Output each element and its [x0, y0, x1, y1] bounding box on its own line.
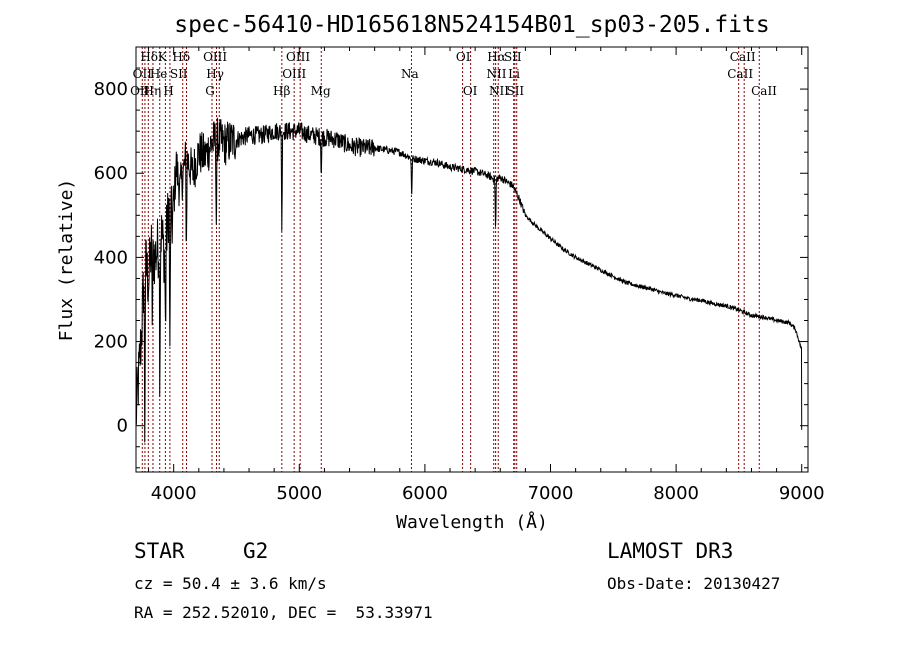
object-class: STAR: [134, 539, 185, 563]
line-label: OI: [456, 50, 471, 64]
line-label: OIII: [203, 50, 227, 64]
line-label: Hβ: [273, 84, 290, 98]
x-tick-label: 4000: [151, 483, 197, 504]
line-label: Hδ: [140, 50, 158, 64]
line-label: Mg: [311, 84, 331, 98]
line-label: G: [205, 84, 215, 98]
line-label: SII: [504, 50, 522, 64]
x-axis-label: Wavelength (Å): [396, 511, 548, 533]
y-axis-label: Flux (relative): [56, 179, 77, 342]
survey-name: LAMOST DR3: [607, 539, 734, 563]
line-label: OIII: [282, 67, 306, 81]
line-label: OI: [463, 84, 478, 98]
line-label: CaII: [751, 84, 777, 98]
x-axis-ticks: 4000 5000 6000 7000 8000 9000: [148, 47, 825, 504]
line-label: OII: [130, 84, 150, 98]
x-tick-label: 7000: [528, 483, 574, 504]
line-label: Hγ: [206, 67, 224, 81]
line-label: NII: [487, 67, 507, 81]
line-label: Li: [508, 67, 520, 81]
y-tick-label: 0: [117, 416, 128, 437]
x-tick-label: 6000: [402, 483, 448, 504]
y-tick-label: 800: [94, 79, 128, 100]
spectrum-line: [135, 117, 803, 443]
emission-line-markers: [141, 47, 760, 472]
redshift-readout: cz = 50.4 ± 3.6 km/s: [134, 574, 327, 593]
y-tick-label: 400: [94, 247, 128, 268]
x-tick-label: 5000: [276, 483, 322, 504]
observation-date: Obs-Date: 20130427: [607, 574, 781, 593]
line-label: Hα: [487, 50, 506, 64]
y-axis-ticks: 0 200 400 600 800: [94, 46, 808, 469]
line-label: OIII: [286, 50, 310, 64]
chart-title: spec-56410-HD165618N524154B01_sp03-205.f…: [174, 12, 769, 38]
line-label: SII: [506, 84, 524, 98]
y-tick-label: 200: [94, 332, 128, 353]
plot-frame: [135, 46, 809, 473]
y-tick-label: 600: [94, 163, 128, 184]
spectral-subclass: G2: [243, 539, 269, 563]
line-label: He: [150, 67, 168, 81]
line-label: CaII: [730, 50, 756, 64]
coordinates: RA = 252.52010, DEC = 53.33971: [134, 603, 433, 622]
line-label: Hη: [144, 84, 162, 98]
line-label: K: [158, 50, 168, 64]
x-tick-label: 8000: [653, 483, 699, 504]
line-label: SII: [170, 67, 188, 81]
line-label: NII: [489, 84, 509, 98]
line-label: Hδ: [172, 50, 190, 64]
line-label: Na: [401, 67, 419, 81]
line-label: CaII: [727, 67, 753, 81]
line-label: H: [163, 84, 173, 98]
x-tick-label: 9000: [779, 483, 825, 504]
line-label: OII: [133, 67, 153, 81]
